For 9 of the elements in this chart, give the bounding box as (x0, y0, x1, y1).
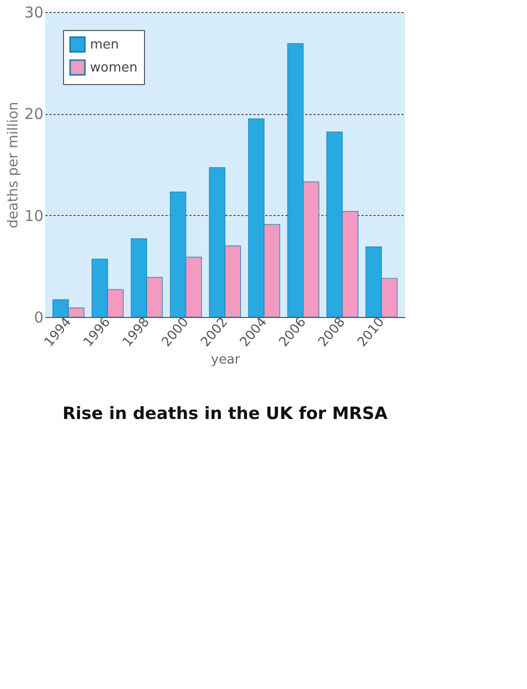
y-tick-label: 30 (24, 4, 44, 22)
y-tick-label: 20 (24, 105, 44, 124)
y-axis-title: deaths per million (5, 102, 22, 228)
text: Rise in deaths in the UK for MRSA (62, 404, 388, 424)
legend-label: men (90, 38, 119, 52)
y-tick-label: 0 (34, 308, 44, 326)
legend-label: women (90, 60, 138, 76)
x-axis-title: year (210, 352, 241, 368)
y-tick-label: 10 (24, 206, 44, 225)
